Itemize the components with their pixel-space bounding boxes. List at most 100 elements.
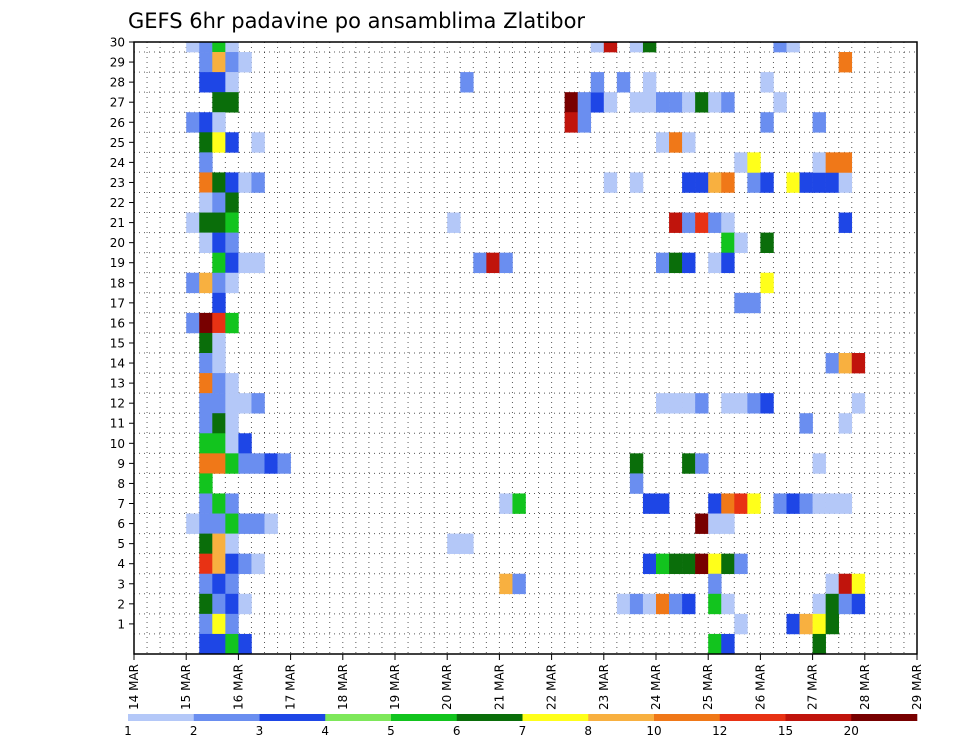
heatmap-cell	[825, 613, 839, 635]
heatmap-cell	[212, 42, 226, 53]
y-tick-label: 25	[110, 136, 125, 150]
heatmap-cell	[669, 593, 683, 615]
heatmap-cell	[708, 573, 722, 595]
heatmap-cell	[238, 453, 252, 474]
heatmap-cell	[186, 513, 200, 534]
legend-label: 1	[124, 724, 132, 738]
heatmap-cell	[186, 112, 200, 133]
heatmap-cell	[225, 513, 239, 534]
heatmap-cell	[629, 92, 644, 113]
heatmap-cell	[199, 433, 213, 454]
heatmap-cell	[225, 212, 239, 233]
heatmap-cell	[199, 353, 213, 374]
heatmap-cell	[264, 453, 278, 474]
heatmap-cell	[447, 533, 461, 554]
heatmap-cell	[838, 573, 853, 595]
heatmap-cell	[512, 493, 526, 514]
heatmap-cell	[669, 252, 683, 274]
heatmap-cell	[812, 112, 826, 133]
y-tick-label: 19	[110, 256, 125, 270]
heatmap-cell	[199, 332, 213, 354]
heatmap-cell	[199, 533, 213, 554]
legend-swatch	[522, 714, 589, 721]
heatmap-cell	[225, 312, 239, 334]
heatmap-cell	[199, 573, 213, 595]
heatmap-cell	[747, 393, 761, 414]
legend-swatch	[785, 714, 852, 721]
heatmap-cell	[747, 292, 761, 314]
heatmap-cell	[186, 312, 200, 334]
heatmap-cell	[564, 92, 578, 113]
legend-swatch	[193, 714, 260, 721]
heatmap-cell	[695, 393, 709, 414]
heatmap-cell	[695, 172, 709, 193]
heatmap-cell	[838, 493, 853, 514]
x-tick-label: 21 MAR	[492, 664, 506, 710]
heatmap-cell	[212, 292, 226, 314]
heatmap-cell	[708, 493, 722, 514]
heatmap-cell	[721, 393, 735, 414]
heatmap-cell	[851, 353, 866, 374]
heatmap-cell	[695, 92, 709, 113]
heatmap-cell	[760, 232, 774, 253]
heatmap-cell	[629, 453, 644, 474]
heatmap-cell	[199, 593, 213, 615]
heatmap-cell	[669, 92, 683, 113]
heatmap-cell	[212, 493, 226, 514]
y-tick-label: 26	[110, 116, 125, 130]
heatmap-cell	[734, 613, 748, 635]
heatmap-cell	[682, 553, 696, 575]
heatmap-cell	[199, 212, 213, 233]
heatmap-cell	[473, 252, 487, 274]
heatmap-cell	[682, 172, 696, 193]
heatmap-cell	[212, 92, 226, 113]
x-tick-label: 25 MAR	[701, 664, 715, 710]
heatmap-cell	[773, 92, 787, 113]
x-tick-label: 16 MAR	[231, 664, 245, 710]
heatmap-cell	[838, 593, 853, 615]
heatmap-cell	[199, 553, 213, 575]
heatmap-cell	[682, 212, 696, 233]
heatmap-cell	[773, 493, 787, 514]
heatmap-cell	[721, 493, 735, 514]
x-tick-label: 18 MAR	[336, 664, 350, 710]
legend-swatch	[259, 714, 326, 721]
y-tick-label: 23	[110, 176, 125, 190]
heatmap-cell	[760, 72, 774, 93]
heatmap-cell	[629, 473, 644, 494]
legend-swatch	[851, 714, 918, 721]
heatmap-cell	[199, 192, 213, 213]
y-tick-label: 13	[110, 377, 125, 391]
heatmap-cell	[851, 573, 866, 595]
heatmap-cell	[825, 593, 839, 615]
heatmap-cell	[708, 633, 722, 655]
heatmap-cell	[656, 553, 670, 575]
heatmap-cell	[812, 633, 826, 655]
x-tick-label: 23 MAR	[597, 664, 611, 710]
legend-label: 8	[584, 724, 592, 738]
heatmap-cell	[708, 593, 722, 615]
heatmap-cell	[812, 152, 826, 173]
heatmap-cell	[812, 493, 826, 514]
heatmap-cell	[499, 573, 513, 595]
heatmap-cell	[564, 112, 578, 133]
heatmap-cell	[734, 292, 748, 314]
heatmap-cell	[708, 172, 722, 193]
heatmap-cell	[825, 573, 839, 595]
heatmap-cell	[682, 132, 696, 153]
heatmap-cell	[238, 393, 252, 414]
heatmap-cell	[799, 493, 813, 514]
heatmap-cell	[682, 393, 696, 414]
heatmap-cell	[721, 633, 735, 655]
heatmap-cell	[603, 92, 618, 113]
y-tick-label: 2	[117, 597, 125, 611]
heatmap-cell	[225, 72, 239, 93]
heatmap-cell	[838, 353, 853, 374]
heatmap-cell	[786, 613, 800, 635]
heatmap-cell	[838, 152, 853, 173]
heatmap-cell	[721, 513, 735, 534]
heatmap-cell	[773, 42, 787, 53]
y-tick-label: 24	[110, 156, 125, 170]
heatmap-cell	[708, 513, 722, 534]
heatmap-cell	[812, 613, 826, 635]
